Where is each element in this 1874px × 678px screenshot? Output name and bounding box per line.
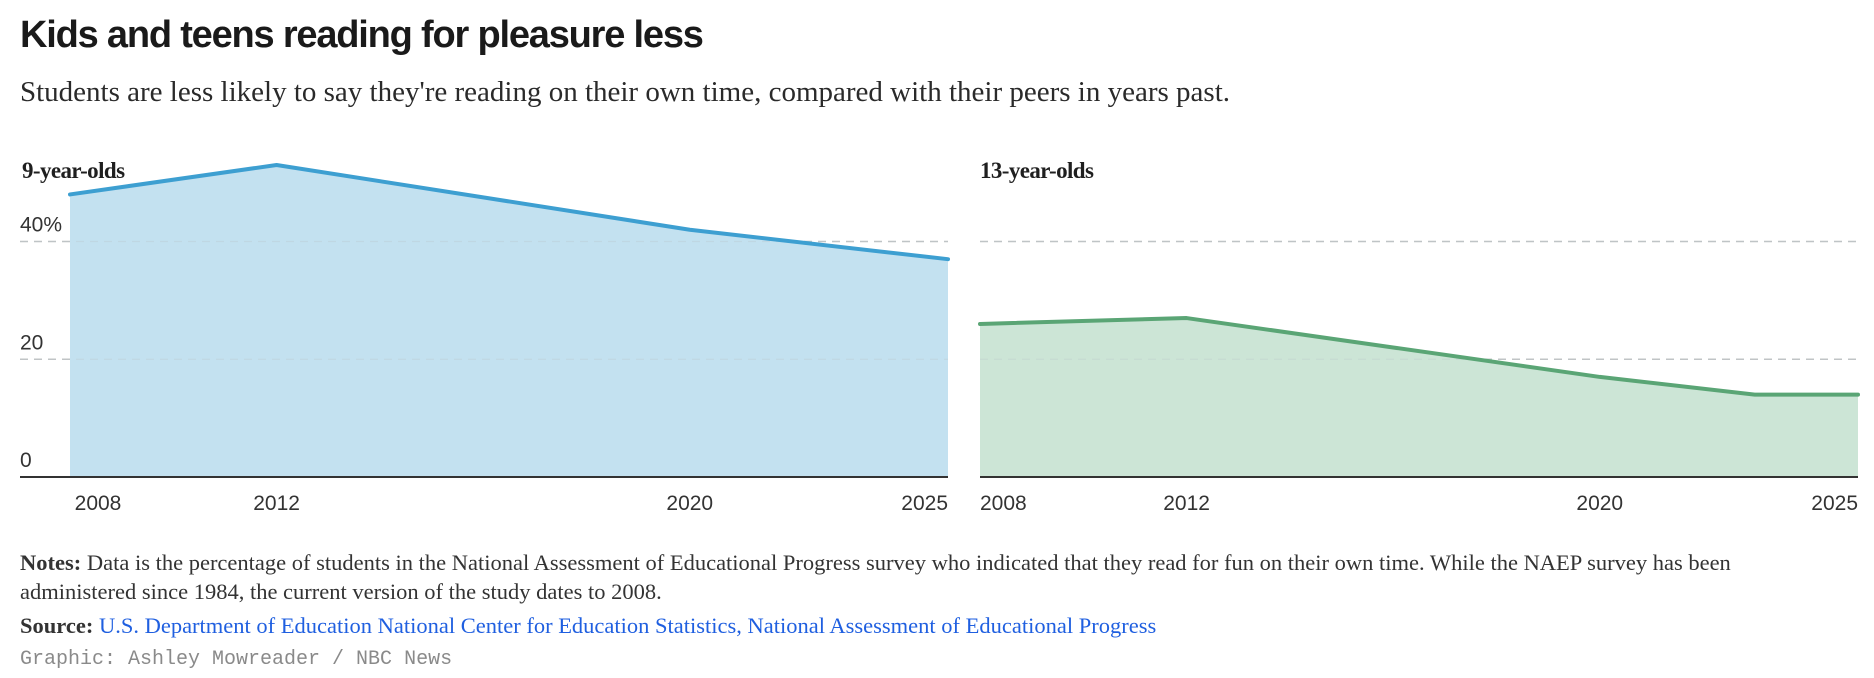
area-9-year-olds xyxy=(70,165,948,477)
source-link[interactable]: U.S. Department of Education National Ce… xyxy=(98,613,1157,638)
x-tick-label-9-year-olds: 2025 xyxy=(901,492,948,515)
notes-label: Notes: xyxy=(20,550,82,575)
series-line-13-year-olds xyxy=(978,316,1860,397)
source-label: Source: xyxy=(20,613,94,638)
area-13-year-olds xyxy=(980,318,1858,477)
panel-title-13-year-olds: 13-year-olds xyxy=(980,158,1094,183)
chart-subtitle: Students are less likely to say they're … xyxy=(20,76,1230,108)
notes-text: Data is the percentage of students in th… xyxy=(20,550,1731,604)
y-tick-label-9-year-olds: 0 xyxy=(20,449,32,472)
x-tick-label-13-year-olds: 2025 xyxy=(1811,492,1858,515)
source: Source: U.S. Department of Education Nat… xyxy=(20,613,1156,639)
x-tick-label-9-year-olds: 2008 xyxy=(75,492,122,515)
x-tick-label-9-year-olds: 2012 xyxy=(253,492,300,515)
y-tick-label-9-year-olds: 20 xyxy=(20,331,43,354)
graphic-credit: Graphic: Ashley Mowreader / NBC News xyxy=(20,648,453,671)
charts-area: 0 20 40% 2008 2012 2020 2025 2008 2012 2020 2025 xyxy=(20,163,1860,515)
notes: Notes: Data is the percentage of student… xyxy=(20,548,1850,606)
y-tick-label-9-year-olds: 40% xyxy=(20,214,62,237)
chart-title: Kids and teens reading for pleasure less xyxy=(20,14,704,56)
x-tick-label-13-year-olds: 2008 xyxy=(980,492,1027,515)
x-tick-label-13-year-olds: 2012 xyxy=(1163,492,1210,515)
x-tick-label-13-year-olds: 2020 xyxy=(1576,492,1623,515)
x-tick-label-9-year-olds: 2020 xyxy=(666,492,713,515)
panel-title-9-year-olds: 9-year-olds xyxy=(22,158,125,183)
